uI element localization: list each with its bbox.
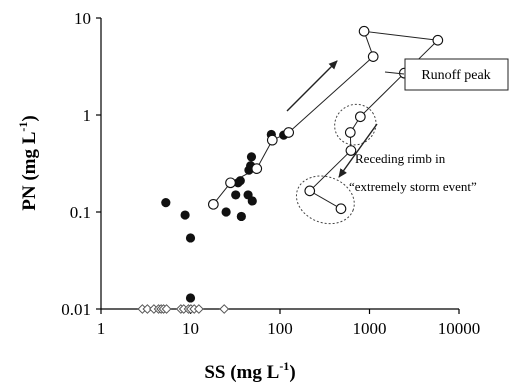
open-diamond-point: [161, 304, 172, 314]
filled-circle-point: [235, 176, 245, 186]
runoff-peak-leader: [384, 71, 405, 75]
open-circle-point: [266, 134, 278, 146]
filled-circle-point: [231, 190, 241, 200]
open-circle-point: [304, 185, 316, 197]
open-circle-point: [354, 111, 366, 123]
open-diamond-point: [219, 304, 230, 314]
receding-arrow: [338, 123, 378, 178]
open-circle-point: [344, 127, 356, 138]
x-tick-label: 1: [97, 319, 106, 338]
y-tick-label: 10: [74, 9, 91, 28]
dashed-ellipses: [295, 103, 377, 225]
filled-circle-point: [180, 210, 190, 220]
open-circle-point: [251, 163, 263, 174]
x-tick-label: 1000: [353, 319, 387, 338]
dashed-ellipse-lower: [295, 175, 355, 225]
open-circle-point: [358, 25, 370, 37]
x-tick-label: 10000: [438, 319, 481, 338]
open-circle-point: [432, 34, 444, 46]
open-diamond-point: [193, 304, 204, 314]
runoff-peak-box: [404, 58, 509, 91]
x-tick-label: 10: [182, 319, 199, 338]
open-diamond-point: [142, 304, 153, 314]
data-points: [137, 25, 444, 314]
open-circle-point: [367, 51, 379, 62]
open-circle-point: [283, 127, 295, 138]
filled-circle-point: [236, 211, 246, 222]
filled-circle-point: [247, 196, 257, 206]
open-circle-point: [335, 203, 347, 215]
x-tick-label: 100: [267, 319, 293, 338]
runoff-peak-label: Runoff peak: [421, 68, 490, 83]
open-circle-point: [345, 145, 357, 156]
rising-arrow: [286, 60, 338, 112]
filled-circle-point: [221, 207, 231, 217]
open-circle-point: [225, 177, 236, 189]
filled-circle-point: [185, 293, 196, 303]
receding-label-line1: Receding rimb in: [355, 151, 446, 166]
filled-circle-point: [246, 152, 257, 162]
y-axis-title: PN (mg L-1): [16, 115, 40, 210]
receding-label-line2: “extremely storm event”: [349, 179, 477, 194]
y-tick-label: 0.1: [70, 203, 91, 222]
open-circle-point: [207, 198, 219, 210]
x-axis-title: SS (mg L-1): [204, 359, 295, 383]
filled-circle-point: [185, 233, 196, 243]
filled-circle-point: [161, 197, 171, 208]
y-tick-label: 1: [83, 106, 92, 125]
y-tick-label: 0.01: [61, 300, 91, 319]
ticks: 1 10 100 1000 10000 0.01 0.1 1 10: [61, 9, 480, 338]
